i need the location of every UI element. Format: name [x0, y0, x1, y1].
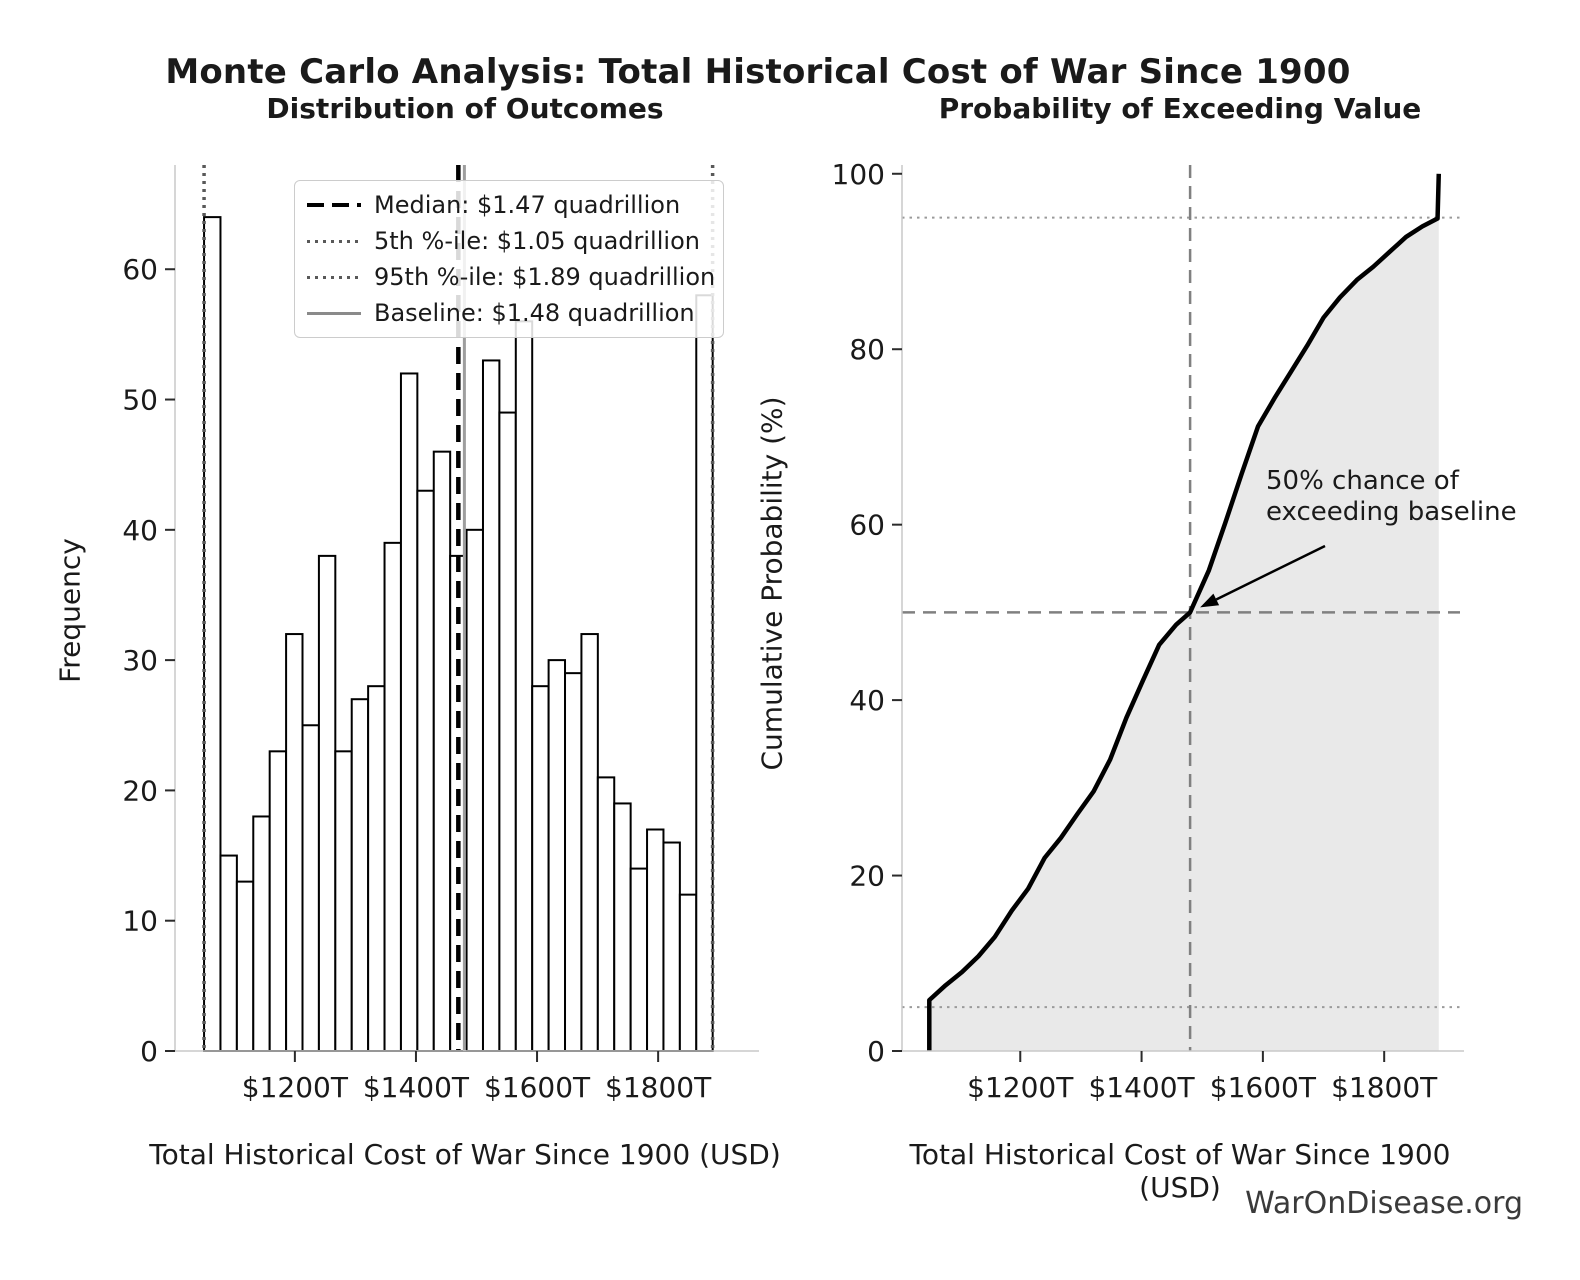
- svg-text:$1200T: $1200T: [242, 1071, 349, 1104]
- percentile-line-sample-icon: [307, 275, 361, 279]
- baseline-line-sample-icon: [307, 311, 361, 315]
- svg-text:$1800T: $1800T: [1331, 1071, 1438, 1104]
- source-watermark: WarOnDisease.org: [1245, 1186, 1523, 1221]
- svg-text:40: 40: [849, 684, 885, 717]
- svg-text:80: 80: [849, 333, 885, 366]
- svg-text:0: 0: [867, 1035, 885, 1068]
- histogram-y-axis-label: Frequency: [53, 538, 87, 683]
- annotation-line-2: exceeding baseline: [1266, 497, 1517, 527]
- annotation-line-1: 50% chance of: [1266, 466, 1459, 496]
- cdf-plot: 0 20 40 60 80 100 $1200T $1400T $1600T $1800T: [832, 158, 1464, 1104]
- legend-label: 95th %-ile: $1.89 quadrillion: [374, 263, 716, 291]
- histogram-plot: 0 10 20 30 40 50 60 $1200T $1400T $1600T $1800T: [122, 165, 759, 1104]
- legend-item-median: Median: $1.47 quadrillion: [307, 191, 717, 219]
- legend-label: Median: $1.47 quadrillion: [374, 191, 681, 219]
- histogram-title: Distribution of Outcomes: [266, 92, 664, 125]
- svg-text:$1400T: $1400T: [363, 1071, 470, 1104]
- percentile-line-sample-icon: [307, 239, 361, 243]
- svg-text:20: 20: [122, 774, 158, 807]
- svg-text:60: 60: [849, 509, 885, 542]
- svg-text:$1600T: $1600T: [484, 1071, 591, 1104]
- legend-label: Baseline: $1.48 quadrillion: [374, 299, 695, 327]
- cdf-x-axis-label: Total Historical Cost of War Since 1900 …: [909, 1138, 1451, 1204]
- svg-text:50: 50: [122, 384, 158, 417]
- histogram-x-axis-label: Total Historical Cost of War Since 1900 …: [149, 1138, 781, 1171]
- legend-label: 5th %-ile: $1.05 quadrillion: [374, 227, 700, 255]
- svg-text:10: 10: [122, 905, 158, 938]
- svg-text:0: 0: [140, 1035, 158, 1068]
- cdf-annotation: 50% chance of exceeding baseline: [1266, 466, 1517, 528]
- median-line-sample-icon: [307, 203, 361, 207]
- svg-text:20: 20: [849, 860, 885, 893]
- svg-text:$1800T: $1800T: [605, 1071, 712, 1104]
- legend-item-5th-percentile: 5th %-ile: $1.05 quadrillion: [307, 227, 717, 255]
- legend: Median: $1.47 quadrillion 5th %-ile: $1.…: [294, 180, 724, 338]
- svg-text:$1200T: $1200T: [967, 1071, 1074, 1104]
- svg-text:$1400T: $1400T: [1088, 1071, 1195, 1104]
- cdf-y-axis-label: Cumulative Probability (%): [755, 396, 789, 771]
- legend-item-95th-percentile: 95th %-ile: $1.89 quadrillion: [307, 263, 717, 291]
- svg-text:$1600T: $1600T: [1210, 1071, 1317, 1104]
- page-title: Monte Carlo Analysis: Total Historical C…: [165, 52, 1351, 92]
- svg-text:100: 100: [832, 158, 885, 191]
- svg-text:60: 60: [122, 253, 158, 286]
- cdf-title: Probability of Exceeding Value: [938, 92, 1422, 125]
- svg-text:40: 40: [122, 514, 158, 547]
- svg-text:30: 30: [122, 644, 158, 677]
- legend-item-baseline: Baseline: $1.48 quadrillion: [307, 299, 717, 327]
